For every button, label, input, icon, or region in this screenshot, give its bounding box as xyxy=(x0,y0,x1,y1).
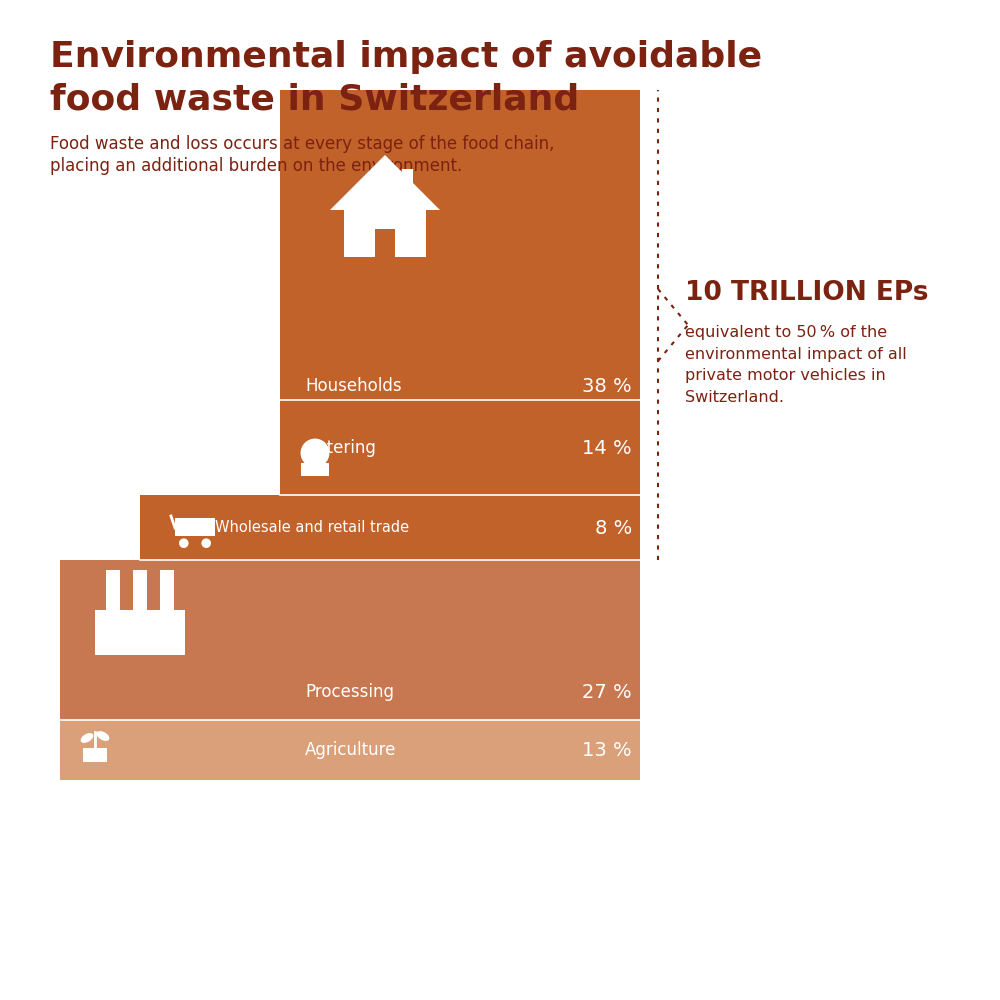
FancyBboxPatch shape xyxy=(175,518,215,536)
FancyBboxPatch shape xyxy=(344,210,426,257)
Circle shape xyxy=(201,538,211,548)
Circle shape xyxy=(301,439,329,467)
FancyBboxPatch shape xyxy=(133,570,147,610)
Text: 38 %: 38 % xyxy=(582,376,632,395)
Ellipse shape xyxy=(97,731,109,741)
FancyBboxPatch shape xyxy=(402,169,413,188)
Text: Environmental impact of avoidable: Environmental impact of avoidable xyxy=(50,40,762,74)
Ellipse shape xyxy=(81,733,93,743)
Text: equivalent to 50 % of the
environmental impact of all
private motor vehicles in
: equivalent to 50 % of the environmental … xyxy=(685,325,907,405)
FancyBboxPatch shape xyxy=(106,570,120,610)
Text: 13 %: 13 % xyxy=(582,740,632,760)
Text: Processing: Processing xyxy=(305,683,394,701)
FancyBboxPatch shape xyxy=(140,495,640,560)
Text: 8 %: 8 % xyxy=(595,518,632,538)
FancyBboxPatch shape xyxy=(375,229,395,257)
FancyBboxPatch shape xyxy=(83,748,107,762)
Polygon shape xyxy=(330,155,440,210)
FancyBboxPatch shape xyxy=(280,90,640,400)
FancyBboxPatch shape xyxy=(160,570,174,610)
Text: 10 TRILLION EPs: 10 TRILLION EPs xyxy=(685,280,928,306)
Text: Food waste and loss occurs at every stage of the food chain,: Food waste and loss occurs at every stag… xyxy=(50,135,554,153)
FancyBboxPatch shape xyxy=(95,610,185,655)
Text: food waste in Switzerland: food waste in Switzerland xyxy=(50,82,579,116)
Text: 14 %: 14 % xyxy=(582,438,632,458)
Text: placing an additional burden on the environment.: placing an additional burden on the envi… xyxy=(50,157,462,175)
Text: Households: Households xyxy=(305,377,402,395)
FancyBboxPatch shape xyxy=(280,400,640,495)
Text: Catering: Catering xyxy=(305,439,376,457)
FancyBboxPatch shape xyxy=(60,720,640,780)
Text: Wholesale and retail trade: Wholesale and retail trade xyxy=(215,520,409,536)
Text: 27 %: 27 % xyxy=(582,682,632,702)
FancyBboxPatch shape xyxy=(301,462,329,476)
FancyBboxPatch shape xyxy=(60,560,640,720)
Text: Agriculture: Agriculture xyxy=(305,741,396,759)
Circle shape xyxy=(179,538,189,548)
